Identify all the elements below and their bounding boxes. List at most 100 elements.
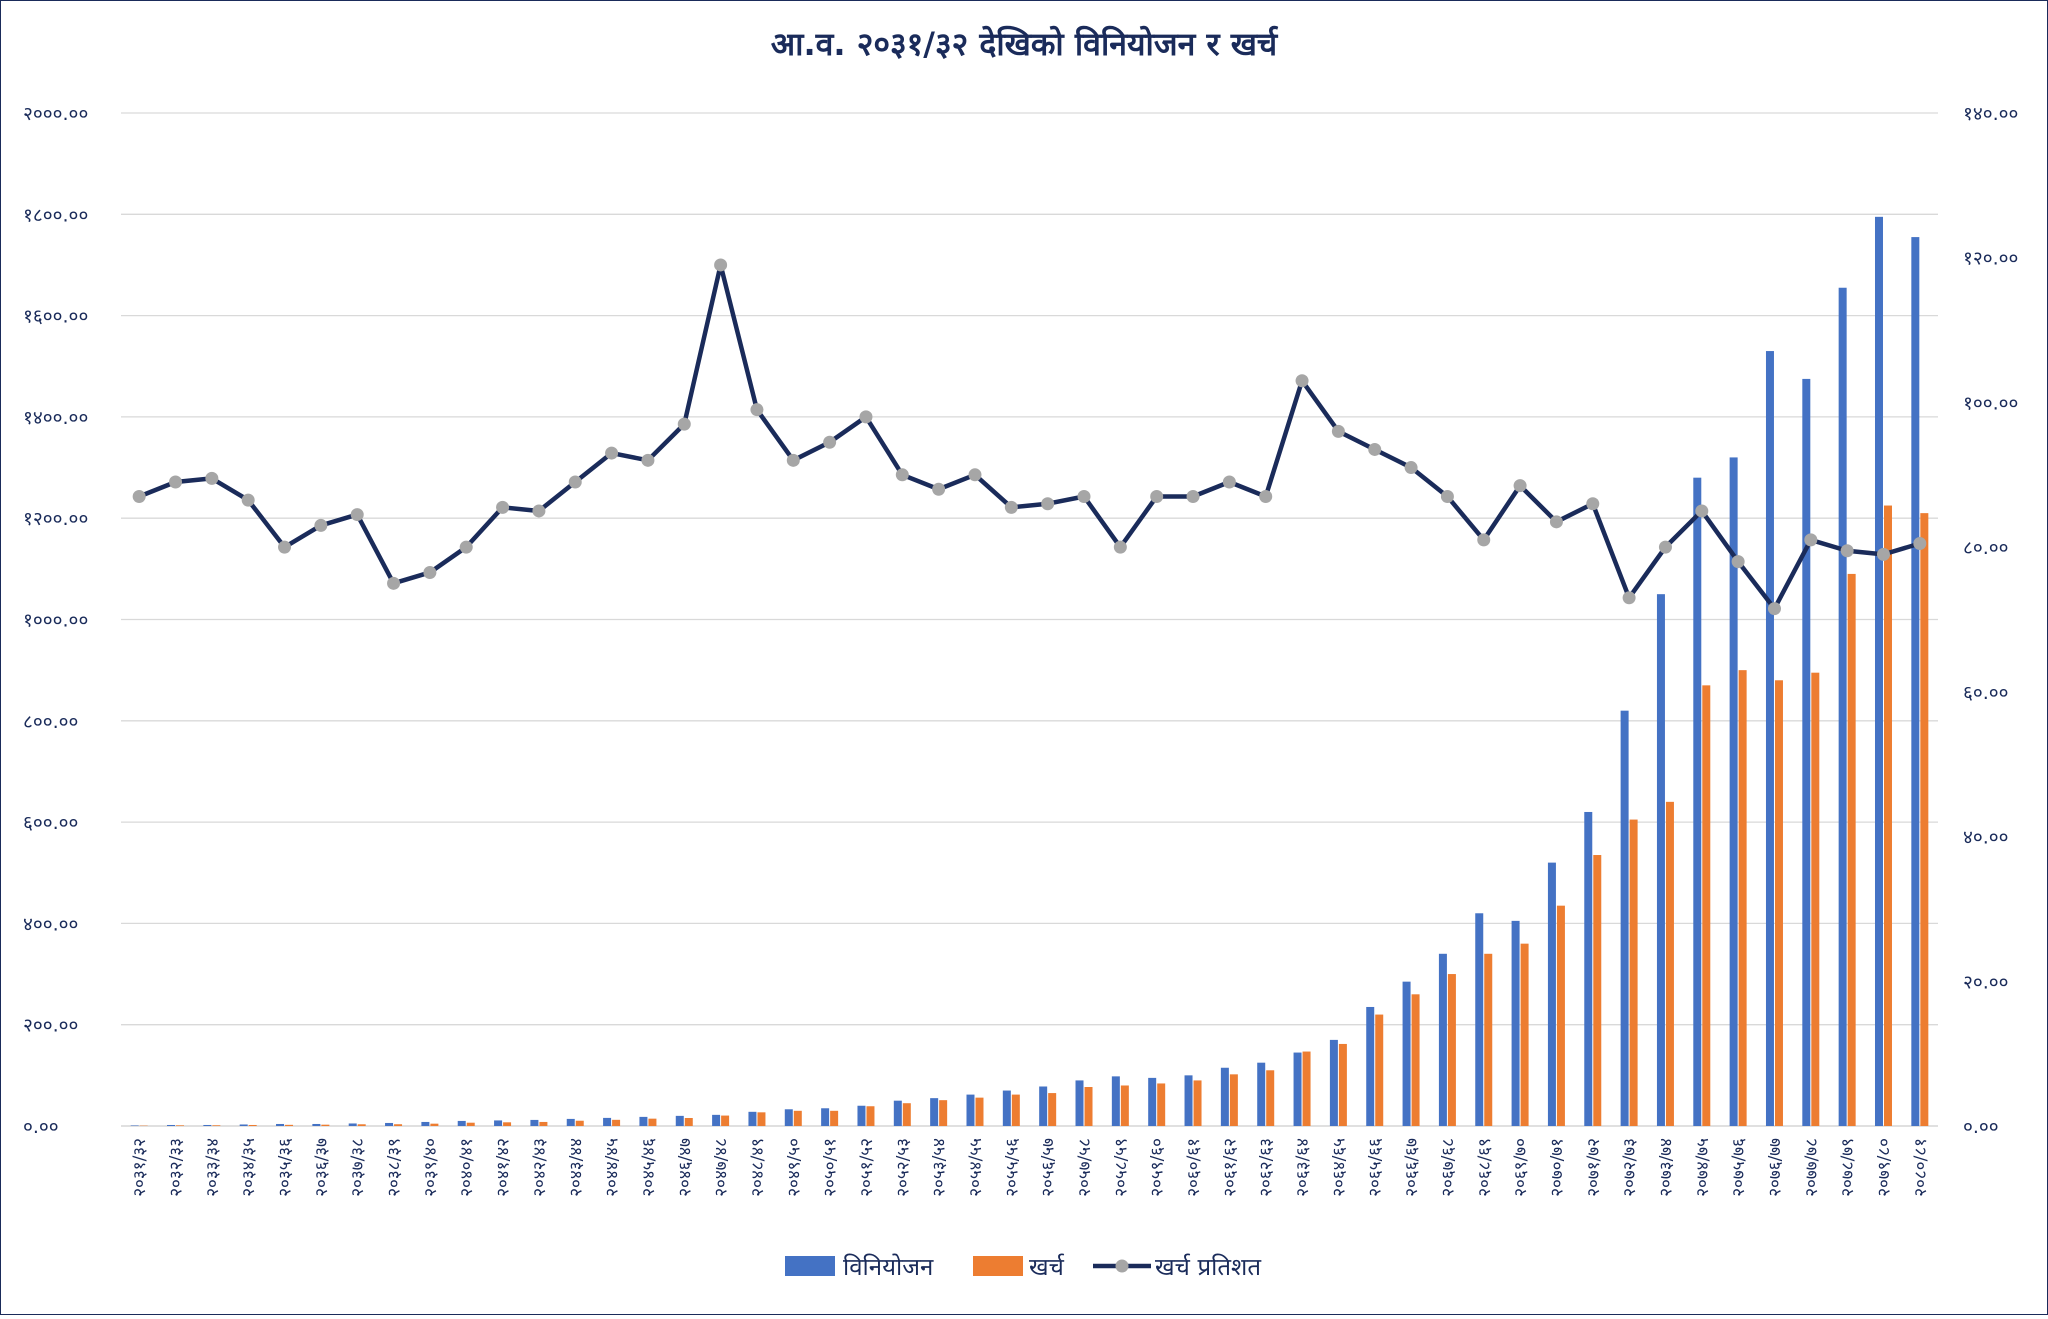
- right-tick-label: ६०.००: [1963, 682, 2009, 704]
- right-tick-label: १००.००: [1963, 392, 2018, 414]
- x-tick-label: २०५५/५६: [1002, 1138, 1022, 1197]
- bar-viniyojan: [1584, 812, 1592, 1126]
- x-tick-label: २०७५/७६: [1729, 1138, 1749, 1197]
- x-tick-label: २०४१/४२: [494, 1138, 514, 1197]
- bar-viniyojan: [203, 1125, 211, 1126]
- x-tick-label: २०७७/७८: [1802, 1138, 1822, 1197]
- bar-viniyojan: [1294, 1053, 1302, 1126]
- bar-viniyojan: [1693, 478, 1701, 1126]
- bar-kharcha: [939, 1100, 947, 1126]
- bar-viniyojan: [530, 1120, 538, 1126]
- bar-kharcha: [1303, 1052, 1311, 1126]
- left-tick-label: २०००.००: [23, 103, 88, 125]
- bar-viniyojan: [349, 1123, 357, 1126]
- line-point: [896, 468, 909, 481]
- line-point: [750, 403, 763, 416]
- x-tick-label: २०३८/३९: [385, 1138, 405, 1197]
- line-point: [314, 519, 327, 532]
- x-tick-label: २०५४/५५: [966, 1138, 986, 1197]
- line-point: [1768, 602, 1781, 615]
- bar-kharcha: [1448, 974, 1456, 1126]
- x-tick-label: २०४३/४४: [566, 1138, 586, 1197]
- line-point: [1623, 591, 1636, 604]
- line-point: [968, 468, 981, 481]
- x-tick-label: २०५९/६०: [1148, 1138, 1168, 1197]
- bar-viniyojan: [1802, 379, 1810, 1126]
- bar-kharcha: [1848, 574, 1856, 1126]
- bar-kharcha: [757, 1112, 765, 1126]
- bar-viniyojan: [1403, 982, 1411, 1126]
- line-point: [387, 577, 400, 590]
- x-tick-label: २०४०/४१: [457, 1138, 477, 1197]
- line-point: [605, 447, 618, 460]
- x-tick-label: २०६४/६५: [1329, 1138, 1349, 1197]
- left-axis: ०.००२००.००४००.००६००.००८००.००१०००.००१२००.…: [23, 103, 88, 1138]
- x-tick-label: २०३३/३४: [203, 1138, 223, 1197]
- bar-kharcha: [721, 1116, 729, 1126]
- x-tick-label: २०७२/७३: [1620, 1138, 1640, 1197]
- x-tick-label: २०४६/४७: [675, 1138, 695, 1197]
- bar-viniyojan: [1257, 1063, 1265, 1126]
- bar-kharcha: [1666, 802, 1674, 1126]
- right-tick-label: १२०.००: [1963, 248, 2018, 270]
- bar-kharcha: [1593, 855, 1601, 1126]
- bar-kharcha: [1157, 1083, 1165, 1126]
- bar-viniyojan: [712, 1115, 720, 1126]
- left-tick-label: ८००.००: [23, 711, 78, 733]
- right-axis: ०.००२०.००४०.००६०.००८०.००१००.००१२०.००१४०.…: [1963, 103, 2018, 1138]
- bar-viniyojan: [385, 1123, 393, 1126]
- bar-viniyojan: [1766, 351, 1774, 1126]
- x-tick-label: २०६१/६२: [1220, 1138, 1240, 1197]
- x-tick-label: २०४२/४३: [530, 1138, 550, 1197]
- x-tick-label: २०५१/५२: [857, 1138, 877, 1197]
- bar-viniyojan: [1330, 1040, 1338, 1126]
- line-point: [242, 494, 255, 507]
- line-kharcha-pratishat: [139, 265, 1920, 609]
- line-point: [169, 476, 182, 489]
- line-layer: [133, 258, 1927, 615]
- legend-label-viniyojan: विनियोजन: [843, 1253, 934, 1281]
- bar-viniyojan: [1548, 863, 1556, 1126]
- line-point: [1187, 490, 1200, 503]
- x-tick-label: २०६८/६९: [1475, 1138, 1495, 1197]
- bar-viniyojan: [421, 1122, 429, 1126]
- x-tick-label: २०३१/३२: [130, 1138, 150, 1197]
- right-tick-label: ८०.००: [1963, 537, 2009, 559]
- right-tick-label: ४०.००: [1963, 827, 2009, 849]
- bar-kharcha: [1194, 1080, 1202, 1126]
- left-tick-label: १६००.००: [23, 306, 88, 328]
- x-tick-label: २०३९/४०: [421, 1138, 441, 1197]
- bar-viniyojan: [240, 1124, 248, 1126]
- legend-swatch-kharcha: [973, 1256, 1023, 1276]
- line-point: [1223, 476, 1236, 489]
- bar-viniyojan: [312, 1124, 320, 1126]
- bar-viniyojan: [857, 1106, 865, 1126]
- bar-kharcha: [321, 1125, 329, 1126]
- line-point: [678, 418, 691, 431]
- line-point: [787, 454, 800, 467]
- legend-label-kharcha-pratishat: खर्च प्रतिशत: [1155, 1253, 1262, 1281]
- x-tick-label: २०३४/३५: [239, 1138, 259, 1197]
- line-point: [1913, 537, 1926, 550]
- left-tick-label: १२००.००: [23, 508, 88, 530]
- x-tick-label: २०६७/६८: [1438, 1138, 1458, 1197]
- bar-kharcha: [1048, 1093, 1056, 1126]
- bar-viniyojan: [1148, 1078, 1156, 1126]
- bar-kharcha: [1739, 670, 1747, 1126]
- bar-kharcha: [903, 1103, 911, 1126]
- x-tick-label: २०५८/५९: [1111, 1138, 1131, 1197]
- bar-kharcha: [1702, 685, 1710, 1126]
- x-tick-label: २०५३/५४: [930, 1138, 950, 1197]
- bar-viniyojan: [966, 1095, 974, 1126]
- line-point: [351, 508, 364, 521]
- line-point: [1114, 541, 1127, 554]
- line-point: [133, 490, 146, 503]
- bar-kharcha: [1121, 1085, 1129, 1126]
- bar-viniyojan: [676, 1116, 684, 1126]
- bar-viniyojan: [167, 1125, 175, 1126]
- x-tick-label: २०६०/६१: [1184, 1138, 1204, 1197]
- bar-viniyojan: [1221, 1068, 1229, 1126]
- bar-kharcha: [1012, 1095, 1020, 1126]
